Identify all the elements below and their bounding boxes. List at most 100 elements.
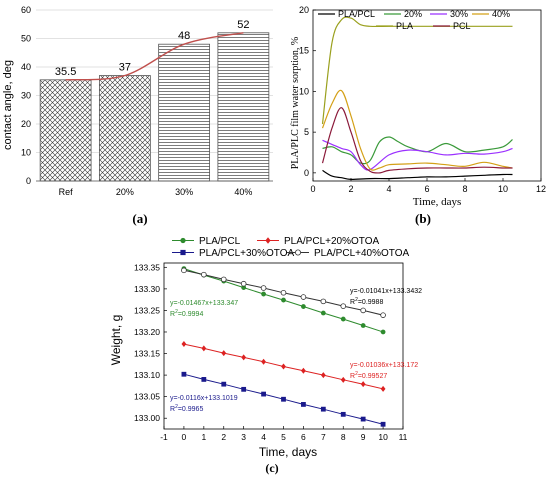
data-point: [340, 316, 346, 322]
legend-label: PLA/PCL: [199, 236, 241, 247]
panel-b-line-chart: 0 2 4 6 8 10 12 0 5 10 15 20 PLA/PCL 20% 30% 40% PLA PCL…: [290, 5, 546, 208]
x-tick-label: 11: [399, 432, 408, 442]
r2-value: =0.9994: [178, 311, 204, 318]
y-tick-label: 20: [299, 5, 309, 15]
x-tick-label: 6: [301, 432, 306, 442]
series-line-0: [322, 169, 513, 181]
data-point: [261, 391, 266, 397]
r2-value: =0.9965: [178, 406, 204, 413]
data-point: [360, 381, 366, 388]
r2-value: =0.99527: [358, 373, 387, 380]
y-tick-label: 30: [21, 91, 31, 101]
x-tick-label: 10: [498, 184, 508, 194]
x-tick-label: 0: [182, 432, 187, 442]
data-point: [281, 396, 286, 402]
x-tick-label: 2: [348, 184, 353, 194]
r2-value: =0.9988: [358, 299, 384, 306]
fit-equation: y=-0.0116x+133.1019: [170, 395, 238, 402]
legend-label: 30%: [450, 9, 468, 19]
data-point: [340, 411, 346, 417]
data-point: [320, 298, 327, 305]
y-tick-label: 10: [21, 148, 31, 158]
panel-a-ylabel: contact angle, deg: [2, 60, 14, 150]
x-tick-label: 8: [341, 432, 346, 442]
x-tick-label: 12: [536, 184, 546, 194]
data-point: [340, 376, 346, 383]
y-tick-label: 15: [299, 46, 309, 56]
data-label: 35.5: [55, 66, 76, 78]
x-tick-label: 6: [424, 184, 429, 194]
data-point: [261, 291, 266, 297]
caption-b: (b): [415, 211, 431, 226]
data-label: 37: [119, 62, 131, 74]
x-tick-label: 20%: [116, 187, 134, 197]
data-point: [320, 372, 326, 379]
data-point: [265, 237, 271, 244]
data-point: [280, 289, 287, 296]
data-point: [281, 363, 286, 370]
y-tick-label: 133.30: [134, 284, 160, 294]
legend-label: PLA/PCL: [338, 9, 375, 19]
x-tick-label: 3: [241, 432, 246, 442]
series-line-2: [322, 139, 513, 171]
data-point: [301, 367, 306, 374]
y-tick-label: 133.20: [134, 327, 160, 337]
fit-r-squared: R2=0.9965: [170, 404, 203, 413]
data-point: [360, 307, 366, 314]
data-point: [320, 310, 326, 316]
data-point: [360, 416, 366, 422]
r2-symbol: R: [170, 406, 175, 413]
x-tick-label: Ref: [59, 187, 74, 197]
fit-equation: y=-0.01467x+133.347: [170, 300, 238, 307]
data-point: [181, 267, 187, 274]
data-point: [201, 377, 207, 382]
data-point: [201, 345, 207, 352]
bar-30%: [158, 43, 211, 182]
y-tick-label: 10: [299, 86, 309, 96]
data-point: [340, 303, 347, 309]
series-line-3: [321, 89, 513, 171]
panel-b-xlabel: Time, days: [413, 196, 462, 208]
legend-label: PCL: [453, 21, 471, 31]
panel-b-ylabel: PLA/PLC film water sorption, %: [290, 37, 301, 170]
x-tick-label: 0: [310, 184, 315, 194]
r2-superscript: 2: [175, 309, 178, 315]
series-line-1: [322, 136, 513, 165]
data-point: [241, 354, 247, 361]
x-tick-label: 4: [261, 432, 266, 442]
data-point: [240, 280, 247, 287]
y-tick-label: 133.05: [134, 392, 160, 402]
bar-40%: [217, 32, 270, 182]
x-tick-label: 1: [201, 432, 206, 442]
y-tick-label: 133.15: [134, 349, 160, 359]
data-point: [360, 323, 366, 328]
data-point: [221, 381, 227, 387]
data-point: [201, 271, 207, 278]
legend-label: PLA/PCL+30%OTOA: [199, 248, 294, 259]
fit-r-squared: R2=0.9994: [170, 309, 203, 318]
r2-superscript: 2: [355, 371, 358, 377]
y-tick-label: 60: [21, 5, 31, 15]
caption-c: (c): [265, 461, 278, 475]
data-point: [181, 341, 187, 348]
x-tick-label: 4: [386, 184, 391, 194]
panel-c-weight-chart: -1 0 1 2 3 4 5 6 7 8 9 10 11 133.00 133.05 133.10 133.15…: [109, 236, 422, 459]
data-point: [281, 297, 286, 303]
data-point: [294, 249, 301, 256]
data-point: [221, 350, 227, 357]
plot-frame: [312, 9, 542, 182]
panel-c-xlabel: Time, days: [259, 445, 317, 459]
data-point: [380, 421, 386, 427]
data-point: [220, 276, 227, 283]
y-tick-label: 40: [21, 62, 31, 72]
data-point: [380, 385, 386, 392]
panel-c-ylabel: Weight, g: [109, 315, 123, 365]
x-tick-label: 10: [378, 432, 388, 442]
panel-a-bar-chart: 35.5 37 48 52 0 10 20 30 40 50 60 Ref 20% 30% 40% con…: [2, 5, 273, 197]
data-point: [260, 285, 267, 291]
r2-superscript: 2: [355, 297, 358, 303]
trend-curve: [65, 32, 244, 81]
data-label: 48: [178, 30, 190, 42]
caption-a: (a): [132, 211, 147, 226]
